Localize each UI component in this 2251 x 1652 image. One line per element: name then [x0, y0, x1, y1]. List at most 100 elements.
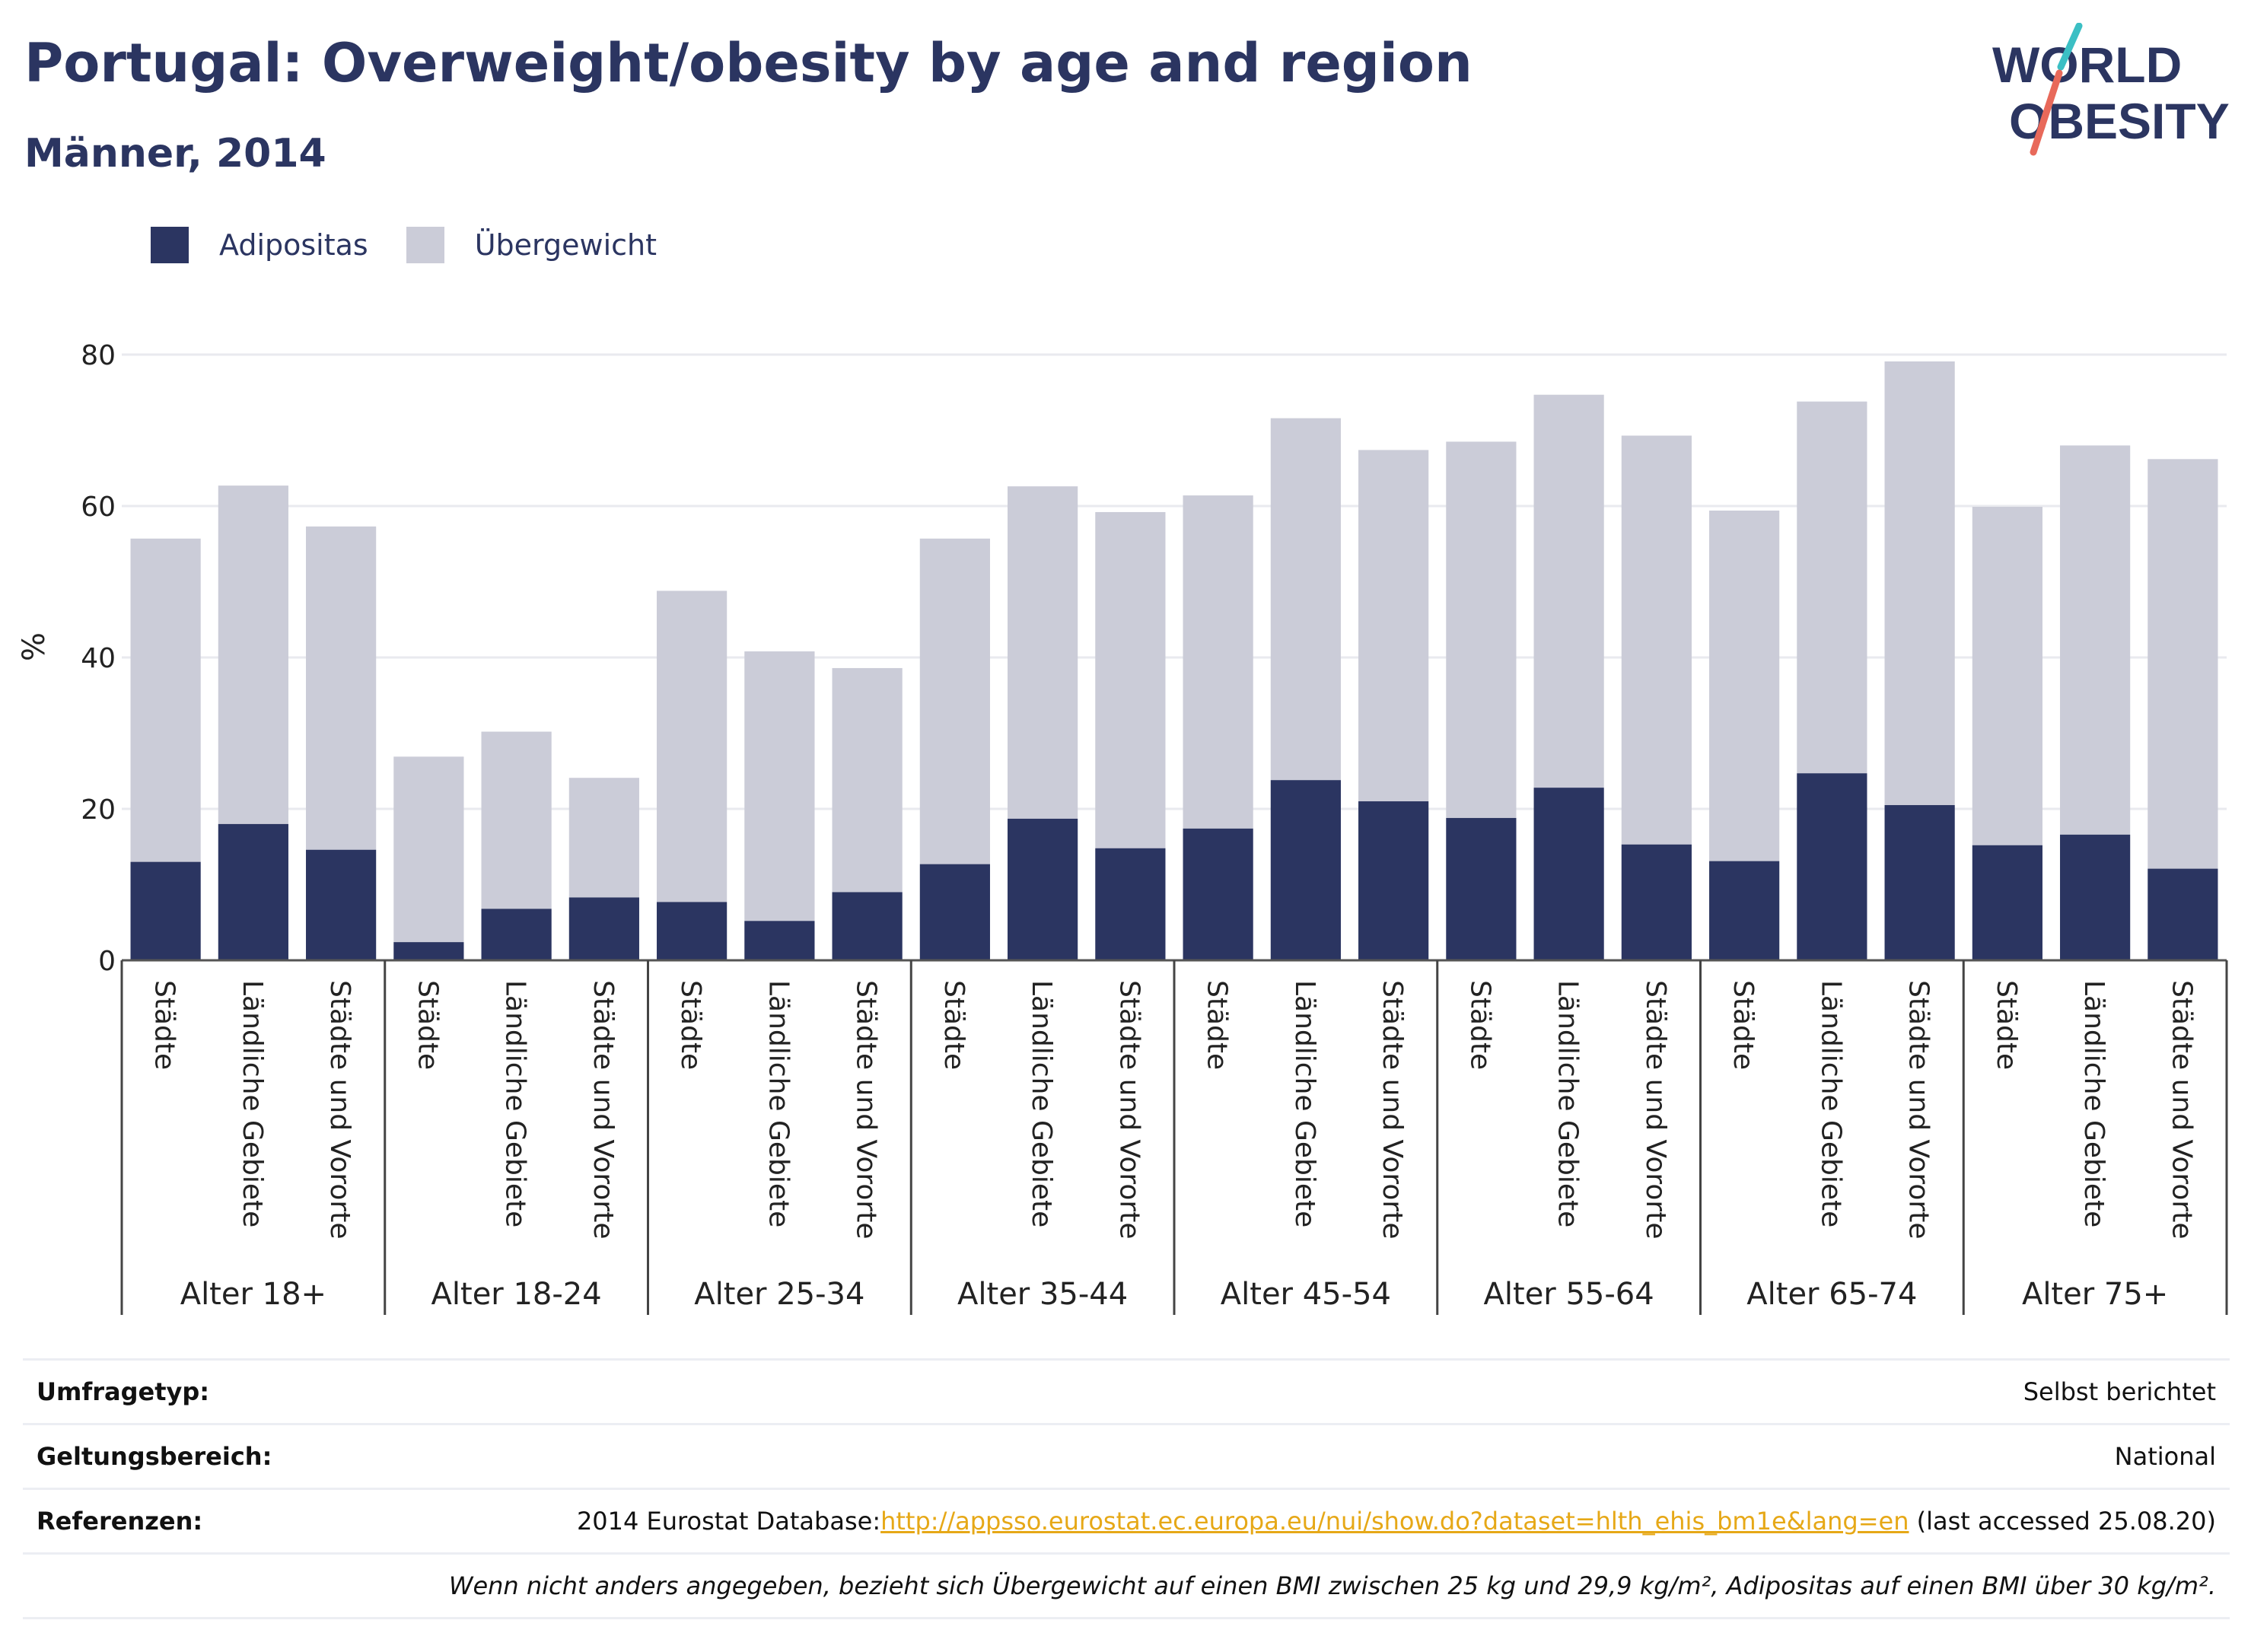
info-row-survey-type: Umfragetyp: Selbst berichtet — [23, 1358, 2230, 1423]
stacked-bar-chart: 0 20 40 60 80% Städte Ländliche Gebiete Städte … — [17, 340, 2228, 1315]
y-tick-label-3: 60 — [81, 492, 116, 523]
bar-uebergewicht-11 — [1095, 511, 1166, 848]
x-category-label-10: Ländliche Gebiete — [1026, 980, 1057, 1227]
bar-uebergewicht-5 — [568, 778, 639, 898]
x-category-label-19: Ländliche Gebiete — [1815, 980, 1846, 1227]
bar-adipositas-15 — [1446, 817, 1517, 960]
bar-adipositas-21 — [1972, 845, 2042, 960]
y-tick-label-4: 80 — [81, 340, 116, 371]
bar-adipositas-2 — [306, 849, 377, 960]
logo-slash-teal — [2057, 23, 2083, 71]
bar-adipositas-1 — [218, 823, 288, 960]
x-category-label-4: Ländliche Gebiete — [500, 980, 531, 1227]
reference-suffix: (last accessed 25.08.20) — [1909, 1507, 2216, 1536]
bar-adipositas-13 — [1270, 780, 1341, 960]
bar-adipositas-8 — [832, 892, 903, 960]
bar-adipositas-11 — [1095, 848, 1166, 960]
x-category-label-23: Städte und Vororte — [2166, 980, 2197, 1239]
bar-uebergewicht-1 — [218, 485, 288, 824]
info-value-scope: National — [2114, 1442, 2216, 1471]
legend-label-adipositas: Adipositas — [219, 228, 368, 262]
info-table: Umfragetyp: Selbst berichtet Geltungsber… — [23, 1358, 2230, 1619]
x-category-label-12: Städte — [1202, 980, 1233, 1070]
info-row-note: Wenn nicht anders angegeben, bezieht sic… — [23, 1552, 2230, 1619]
logo-slash-coral — [2030, 69, 2063, 156]
bar-uebergewicht-12 — [1183, 495, 1253, 829]
info-key-survey-type: Umfragetyp: — [37, 1377, 210, 1406]
bar-uebergewicht-8 — [832, 667, 903, 893]
bmi-definition-note: Wenn nicht anders angegeben, bezieht sic… — [448, 1571, 2216, 1600]
bar-uebergewicht-23 — [2148, 459, 2218, 869]
x-category-label-13: Ländliche Gebiete — [1289, 980, 1320, 1227]
y-tick-label-1: 20 — [81, 794, 116, 826]
x-category-label-3: Städte — [412, 980, 443, 1070]
bar-uebergewicht-15 — [1446, 441, 1517, 818]
chart-title: Portugal: Overweight/obesity by age and … — [24, 32, 1473, 94]
bar-uebergewicht-3 — [393, 756, 464, 943]
bar-uebergewicht-21 — [1972, 506, 2042, 845]
x-group-label-7: Alter 75+ — [2022, 1277, 2168, 1312]
legend-item-uebergewicht: Übergewicht — [406, 227, 657, 263]
x-category-label-2: Städte und Vororte — [324, 980, 355, 1239]
x-category-label-8: Städte und Vororte — [851, 980, 882, 1239]
bar-uebergewicht-14 — [1358, 450, 1429, 802]
legend-swatch-uebergewicht — [406, 227, 444, 263]
bar-adipositas-20 — [1884, 805, 1955, 960]
legend-swatch-adipositas — [151, 227, 189, 263]
bar-adipositas-4 — [481, 909, 552, 960]
chart-subtitle: Männer, 2014 — [24, 131, 326, 177]
x-category-label-11: Städte und Vororte — [1113, 980, 1145, 1239]
x-category-label-9: Städte — [938, 980, 969, 1070]
x-category-label-5: Städte und Vororte — [587, 980, 619, 1239]
bar-uebergewicht-4 — [481, 731, 552, 909]
x-group-label-5: Alter 55-64 — [1484, 1277, 1654, 1312]
info-value-references: 2014 Eurostat Database:http://appsso.eur… — [577, 1507, 2216, 1536]
info-row-references: Referenzen: 2014 Eurostat Database:http:… — [23, 1488, 2230, 1552]
bar-uebergewicht-0 — [130, 538, 201, 862]
bar-uebergewicht-18 — [1709, 510, 1780, 861]
bar-uebergewicht-20 — [1884, 361, 1955, 806]
x-category-label-0: Städte — [149, 980, 180, 1070]
x-group-label-6: Alter 65-74 — [1746, 1277, 1917, 1312]
logo-text-world: WORLD — [1992, 37, 2182, 93]
bar-uebergewicht-16 — [1533, 394, 1604, 788]
bar-adipositas-16 — [1533, 788, 1604, 960]
bar-uebergewicht-19 — [1797, 401, 1867, 774]
bar-uebergewicht-9 — [919, 538, 990, 864]
bar-uebergewicht-22 — [2060, 445, 2131, 835]
y-axis-title: % — [17, 632, 52, 661]
bar-adipositas-18 — [1709, 861, 1780, 960]
x-category-label-21: Städte — [1991, 980, 2022, 1070]
bar-adipositas-22 — [2060, 834, 2131, 960]
x-group-label-2: Alter 25-34 — [694, 1277, 864, 1312]
bar-uebergewicht-7 — [744, 651, 815, 921]
bar-uebergewicht-17 — [1621, 435, 1692, 845]
bar-adipositas-12 — [1183, 828, 1253, 960]
bar-adipositas-19 — [1797, 773, 1867, 960]
info-row-scope: Geltungsbereich: National — [23, 1423, 2230, 1488]
x-group-label-4: Alter 45-54 — [1221, 1277, 1391, 1312]
x-category-label-15: Städte — [1464, 980, 1495, 1070]
bar-adipositas-6 — [657, 902, 728, 960]
info-key-scope: Geltungsbereich: — [37, 1442, 272, 1471]
x-category-label-16: Ländliche Gebiete — [1552, 980, 1584, 1227]
x-category-label-14: Städte und Vororte — [1377, 980, 1408, 1239]
x-group-label-3: Alter 35-44 — [957, 1277, 1128, 1312]
legend-item-adipositas: Adipositas — [151, 227, 368, 263]
x-category-label-17: Städte und Vororte — [1640, 980, 1671, 1239]
info-key-references: Referenzen: — [37, 1507, 203, 1536]
bar-uebergewicht-13 — [1270, 418, 1341, 781]
bar-uebergewicht-2 — [306, 526, 377, 850]
y-tick-label-2: 40 — [81, 643, 116, 674]
x-category-label-6: Städte — [675, 980, 706, 1070]
bar-adipositas-14 — [1358, 801, 1429, 960]
bar-adipositas-0 — [130, 861, 201, 960]
bar-uebergewicht-10 — [1008, 486, 1078, 819]
y-tick-label-0: 0 — [98, 946, 116, 977]
reference-link[interactable]: http://appsso.eurostat.ec.europa.eu/nui/… — [880, 1507, 1909, 1536]
info-value-survey-type: Selbst berichtet — [2023, 1377, 2216, 1406]
x-category-label-18: Städte — [1727, 980, 1759, 1070]
x-group-label-1: Alter 18-24 — [431, 1277, 602, 1312]
world-obesity-logo: WORLD OBESITY — [1992, 23, 2230, 156]
x-category-label-1: Ländliche Gebiete — [237, 980, 268, 1227]
